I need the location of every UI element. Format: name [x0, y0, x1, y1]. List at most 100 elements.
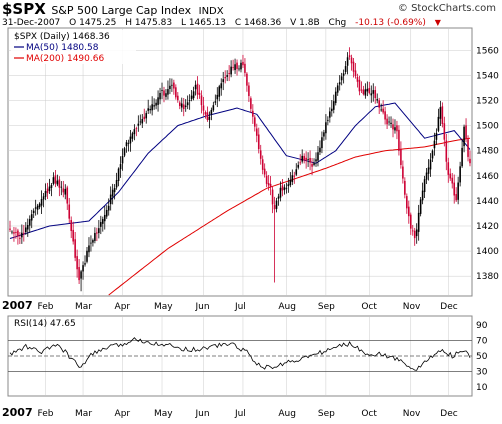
price-bar [155, 99, 157, 110]
price-bar [429, 153, 432, 177]
price-bar [88, 237, 90, 258]
price-bar [98, 220, 100, 239]
price-bar [58, 176, 61, 197]
price-bar-body [155, 102, 157, 106]
price-bar-body [94, 232, 96, 241]
price-bar [42, 193, 45, 208]
price-y-tick-label: 1380 [476, 272, 499, 282]
price-bar [177, 92, 179, 103]
price-bar [60, 181, 63, 196]
price-bar [299, 154, 302, 166]
price-bar-body [325, 122, 327, 134]
price-bar-body [28, 219, 31, 226]
price-bar [435, 128, 438, 145]
price-bar-body [188, 100, 191, 102]
price-bar [376, 93, 379, 104]
price-bar [449, 168, 452, 181]
price-bar [275, 197, 278, 213]
price-bar [139, 114, 142, 126]
price-bar-body [131, 133, 134, 139]
price-bar [437, 108, 440, 133]
price-bar-body [62, 188, 65, 193]
price-bar-body [303, 155, 305, 161]
price-bar [277, 193, 280, 206]
price-y-tick-label: 1500 [476, 122, 499, 132]
price-bar-body [411, 230, 414, 232]
price-bar [313, 158, 315, 167]
price-bar-body [293, 175, 296, 177]
price-bar [17, 228, 19, 245]
price-bar-body [133, 129, 136, 135]
price-bar-body [307, 159, 309, 160]
price-bar-body [445, 140, 448, 162]
rsi-y-axis: 10 30 50 70 90 [476, 321, 488, 393]
price-bar [352, 57, 355, 78]
price-bar [455, 187, 457, 202]
price-bar-body [38, 203, 41, 208]
price-bar-body [427, 167, 430, 174]
price-bar [305, 151, 307, 169]
price-bar [44, 183, 47, 201]
price-bar [169, 78, 171, 95]
price-bar-body [344, 66, 347, 72]
price-bar-body [74, 239, 76, 258]
index-name: S&P 500 Large Cap Index [51, 4, 192, 17]
price-bar [421, 182, 424, 205]
price-bar [180, 97, 183, 112]
price-bar [317, 146, 319, 167]
price-bar-body [76, 256, 78, 270]
price-bar-body [372, 90, 375, 94]
price-bar-body [236, 62, 238, 69]
price-bar-body [461, 147, 463, 167]
price-bar-body [24, 227, 27, 233]
price-bar [32, 208, 35, 219]
price-bar [348, 47, 351, 60]
price-bar [342, 69, 345, 84]
price-bar [295, 163, 298, 177]
price-bar-body [60, 186, 63, 188]
price-x-tick-label: May [154, 302, 173, 312]
price-bar-body [457, 182, 459, 200]
price-bar-body [218, 86, 221, 97]
price-panel-frame [7, 27, 473, 297]
price-bar-body [206, 112, 209, 121]
price-bar [386, 114, 388, 129]
price-x-tick-label: Sep [318, 302, 335, 312]
price-bar-body [232, 67, 234, 69]
price-bar [394, 119, 396, 134]
price-bar-body [127, 143, 130, 144]
quote-open: O 1475.25 [69, 18, 117, 28]
price-bar-body [331, 108, 333, 112]
rsi-x-tick-label: Jul [234, 409, 246, 419]
price-bar-body [453, 182, 456, 196]
price-bar [48, 178, 51, 195]
price-bar-body [338, 82, 341, 85]
price-bar-body [425, 172, 428, 180]
price-bar [178, 100, 181, 110]
price-bar-body [165, 93, 167, 97]
price-bar-body [198, 92, 201, 95]
price-bar-body [82, 265, 84, 272]
price-bar [188, 94, 191, 110]
price-bar [38, 202, 41, 210]
price-bar [173, 79, 175, 95]
legend-ma50: MA(50) 1480.58 [26, 43, 99, 53]
price-bar [119, 156, 122, 178]
quote-close: C 1468.36 [234, 18, 282, 28]
price-bar [74, 232, 76, 262]
price-bar [267, 174, 270, 191]
price-bar-body [465, 125, 467, 139]
price-bar-body [56, 180, 59, 185]
price-bar [111, 183, 114, 205]
price-bar-body [72, 229, 74, 242]
price-bar [265, 171, 268, 188]
price-bar-body [86, 250, 88, 262]
price-bar-body [287, 184, 290, 187]
price-bar-body [417, 212, 420, 232]
price-bar-body [409, 214, 412, 229]
price-bar [190, 90, 193, 102]
price-bar [19, 232, 21, 245]
price-bar-body [271, 189, 274, 205]
price-bar-body [329, 111, 331, 118]
price-bar-body [64, 188, 67, 195]
